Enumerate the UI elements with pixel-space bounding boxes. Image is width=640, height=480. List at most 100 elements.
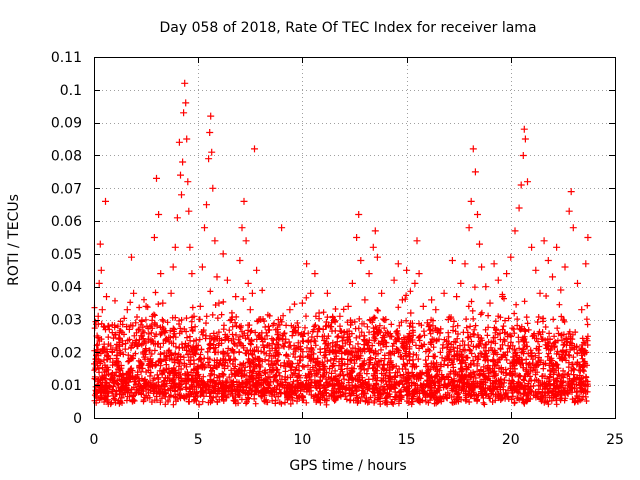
data-point	[115, 335, 123, 343]
data-point	[188, 270, 196, 278]
data-point	[155, 211, 163, 218]
data-point	[102, 197, 109, 205]
data-point	[569, 224, 577, 232]
data-point	[340, 329, 348, 337]
data-point	[215, 299, 223, 307]
data-point	[175, 138, 183, 146]
data-point	[105, 322, 113, 330]
data-point	[253, 266, 261, 274]
data-point	[180, 109, 188, 117]
data-point	[536, 289, 544, 297]
data-point	[251, 145, 258, 153]
data-point	[311, 270, 319, 278]
data-point	[332, 342, 340, 350]
data-point	[273, 325, 281, 333]
y-tick-label: 0.1	[60, 83, 82, 99]
data-point	[182, 99, 190, 107]
data-point	[99, 345, 107, 353]
tick-labels: 0 5 10 15 20 25 0 0.01 0.02 0.03 0.04 0.05 0.06 0.07 0…	[51, 50, 624, 448]
x-tick-label: 20	[502, 432, 520, 448]
data-point	[520, 125, 528, 133]
data-point	[98, 306, 106, 314]
data-point	[223, 276, 231, 284]
data-point	[453, 293, 461, 301]
data-point	[153, 174, 160, 182]
data-point	[503, 270, 511, 278]
data-point	[185, 207, 193, 215]
data-point	[96, 240, 104, 248]
data-point	[173, 214, 181, 222]
data-point	[486, 299, 494, 307]
data-point	[136, 362, 144, 369]
data-point	[444, 316, 452, 323]
data-point	[213, 273, 221, 281]
data-point	[261, 335, 269, 343]
x-axis-label: GPS time / hours	[289, 458, 406, 474]
data-point	[238, 224, 246, 232]
data-point	[532, 266, 540, 274]
y-tick-label: 0.09	[51, 116, 82, 132]
y-tick-label: 0	[73, 411, 82, 427]
data-point	[307, 289, 315, 297]
data-point	[524, 178, 531, 186]
data-point	[159, 299, 167, 307]
data-point	[240, 197, 248, 205]
data-point	[423, 319, 431, 327]
data-point	[248, 289, 256, 297]
data-point	[140, 329, 148, 337]
data-point	[161, 329, 169, 337]
data-point	[121, 345, 129, 353]
data-point	[183, 135, 191, 143]
data-point	[278, 224, 286, 232]
data-point	[348, 279, 356, 287]
data-point	[165, 368, 173, 376]
data-point	[428, 296, 436, 304]
data-point	[171, 243, 179, 251]
data-point	[128, 253, 135, 261]
y-tick-label: 0.11	[51, 50, 82, 66]
data-point	[557, 286, 565, 294]
data-point	[107, 342, 115, 350]
data-point	[203, 201, 210, 209]
data-point	[448, 257, 456, 264]
data-point	[92, 355, 100, 363]
data-point	[286, 306, 294, 314]
data-point	[465, 224, 473, 232]
data-point	[323, 289, 331, 297]
data-point	[207, 112, 215, 120]
y-tick-label: 0.02	[51, 345, 82, 361]
data-point	[208, 148, 216, 156]
data-point	[382, 316, 390, 323]
data-point	[344, 302, 352, 310]
x-tick-label: 10	[293, 432, 311, 448]
data-point	[467, 197, 475, 205]
data-point	[244, 279, 252, 287]
data-point	[265, 342, 273, 350]
data-point	[190, 312, 198, 320]
plot-frame	[94, 57, 616, 419]
data-point	[499, 293, 506, 301]
data-point	[109, 358, 117, 366]
data-point	[357, 257, 365, 264]
y-tick-label: 0.04	[51, 280, 82, 296]
data-point	[236, 257, 244, 264]
data-point	[178, 191, 185, 199]
data-point	[549, 273, 556, 281]
x-tick-label: 0	[90, 432, 99, 448]
data-point	[476, 240, 483, 248]
data-point	[184, 178, 192, 186]
data-point	[315, 309, 323, 317]
data-point	[403, 266, 411, 274]
y-tick-label: 0.08	[51, 148, 82, 164]
data-point	[219, 250, 227, 258]
data-point	[440, 289, 448, 297]
data-point	[386, 332, 394, 340]
data-point	[242, 237, 250, 245]
data-point	[521, 135, 529, 143]
data-point	[150, 234, 158, 241]
data-point	[407, 309, 415, 317]
data-point	[157, 270, 165, 278]
data-point	[353, 234, 361, 241]
data-point	[528, 243, 536, 251]
